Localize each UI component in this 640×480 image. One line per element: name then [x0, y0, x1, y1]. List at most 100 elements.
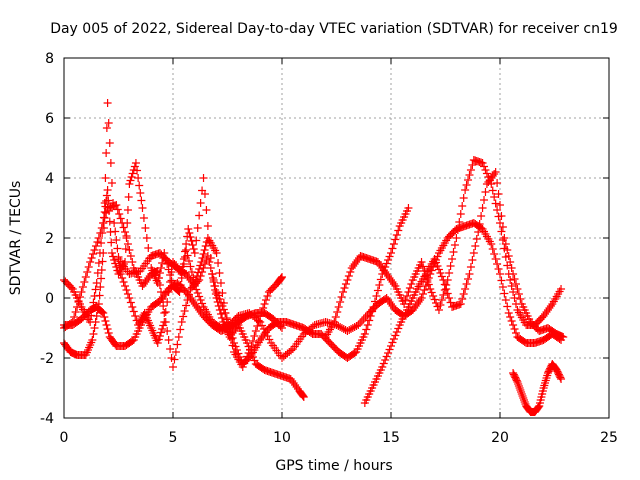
data-point	[103, 99, 112, 107]
data-point	[362, 325, 371, 334]
data-point	[533, 404, 542, 412]
data-point	[199, 174, 208, 182]
data-point	[90, 246, 99, 254]
data-point	[182, 240, 191, 248]
data-point	[208, 270, 217, 278]
data-point	[128, 303, 137, 311]
data-point	[478, 204, 487, 212]
data-point	[258, 321, 267, 330]
data-point	[339, 288, 348, 296]
data-point	[556, 373, 565, 382]
data-point	[265, 335, 274, 344]
data-point	[437, 272, 446, 281]
data-point	[298, 391, 307, 399]
data-point	[433, 262, 442, 270]
data-point	[97, 266, 106, 274]
data-point	[184, 225, 193, 233]
data-point	[153, 267, 162, 275]
data-point	[164, 336, 173, 344]
data-point	[107, 238, 116, 247]
data-point	[471, 242, 480, 250]
data-point	[195, 276, 204, 284]
data-point	[122, 234, 131, 242]
data-point	[477, 212, 486, 220]
data-point	[216, 279, 225, 287]
data-point	[197, 258, 206, 266]
data-point	[511, 329, 520, 337]
data-point	[196, 272, 205, 280]
data-point	[488, 186, 497, 195]
data-point	[504, 309, 513, 317]
data-point	[97, 239, 106, 247]
data-point	[387, 249, 395, 257]
data-point	[430, 255, 439, 263]
data-point	[199, 264, 208, 272]
data-point	[402, 292, 411, 300]
data-point	[170, 355, 179, 364]
data-point	[436, 301, 445, 309]
data-point	[514, 382, 523, 390]
data-point	[176, 325, 185, 334]
data-point	[163, 298, 172, 306]
data-point	[372, 292, 381, 300]
data-point	[480, 162, 489, 171]
data-point	[123, 206, 132, 214]
data-point	[244, 342, 253, 351]
data-point	[102, 191, 111, 200]
data-point	[96, 229, 105, 237]
data-point	[405, 284, 414, 292]
data-point	[90, 324, 99, 332]
data-point	[496, 201, 504, 209]
y-tick-label: 6	[45, 111, 54, 127]
data-point	[230, 339, 239, 347]
data-point	[110, 256, 119, 264]
y-tick-label: -2	[40, 351, 54, 367]
data-point	[331, 313, 340, 321]
data-point	[189, 245, 198, 253]
data-point	[103, 186, 112, 194]
data-point	[363, 311, 372, 319]
data-point	[95, 291, 104, 300]
data-point	[131, 159, 140, 167]
data-point	[360, 330, 369, 338]
data-point	[417, 258, 426, 266]
data-point	[99, 249, 108, 257]
data-point	[465, 270, 474, 278]
data-point	[480, 196, 489, 204]
data-point	[299, 393, 308, 401]
data-point	[518, 392, 527, 400]
data-point	[208, 274, 217, 282]
data-point	[519, 394, 528, 402]
data-point	[347, 325, 356, 333]
data-point	[88, 336, 97, 344]
data-point	[262, 296, 271, 304]
x-tick-label: 20	[491, 430, 509, 446]
data-point	[218, 289, 227, 297]
data-point	[122, 286, 131, 294]
data-point	[376, 275, 385, 284]
data-point	[466, 166, 475, 174]
data-point	[200, 246, 209, 254]
data-point	[432, 258, 441, 267]
data-point	[116, 270, 125, 278]
data-point	[171, 348, 180, 356]
data-point	[439, 291, 448, 299]
data-point	[330, 318, 339, 326]
data-point	[427, 288, 436, 297]
data-point	[110, 219, 119, 227]
data-point	[104, 119, 113, 127]
data-point	[199, 250, 208, 258]
data-point	[391, 331, 400, 340]
data-point	[557, 285, 566, 293]
y-tick-label: 2	[45, 231, 54, 247]
data-point	[345, 326, 354, 334]
data-point	[113, 205, 122, 214]
data-point	[218, 302, 227, 310]
data-point	[517, 390, 526, 398]
data-point	[86, 258, 95, 266]
data-point	[513, 285, 522, 293]
data-point	[111, 227, 120, 236]
data-point	[121, 245, 130, 253]
data-point	[392, 231, 401, 239]
data-point	[70, 313, 79, 321]
